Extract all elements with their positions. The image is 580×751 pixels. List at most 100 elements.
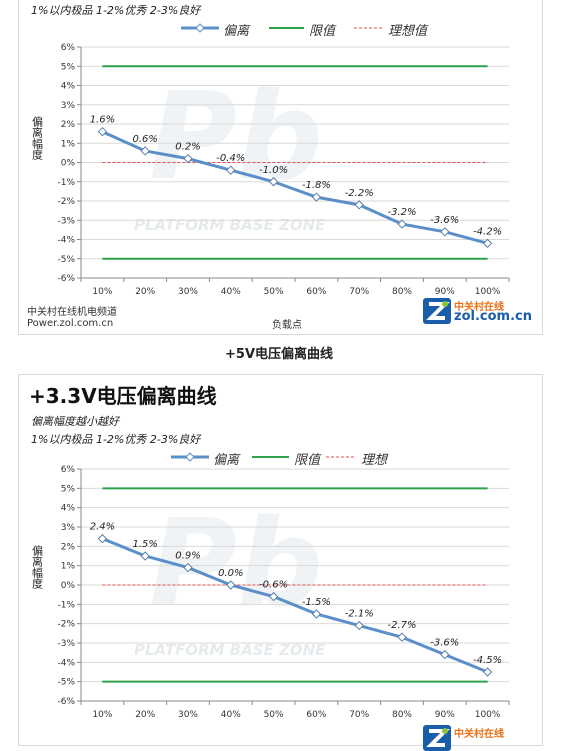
data-label: -3.6% — [430, 215, 459, 226]
data-label: -3.6% — [430, 638, 459, 649]
chart-subtitle-rating: 1%以内极品 1-2%优秀 2-3%良好 — [31, 433, 201, 446]
y-tick-label: 0% — [61, 581, 76, 591]
y-tick-label: -2% — [57, 620, 75, 630]
data-point — [226, 165, 236, 175]
y-tick-label: -3% — [57, 639, 75, 649]
chart-caption: +5V电压偏离曲线 — [225, 347, 333, 362]
data-point — [268, 177, 279, 187]
data-point — [140, 146, 150, 156]
data-label: -2.7% — [387, 620, 416, 631]
y-axis-label: 偏离幅度 — [27, 116, 47, 165]
data-point — [482, 238, 493, 249]
data-label: -0.4% — [216, 153, 245, 164]
chart-subtitle-note: 偏离幅度越小越好 — [31, 415, 119, 428]
series-line — [101, 130, 488, 245]
y-tick-label: -4% — [57, 658, 75, 668]
x-tick-label: 70% — [349, 287, 369, 297]
legend-limit-label: 限值 — [309, 24, 336, 39]
data-label: 0.2% — [175, 142, 200, 153]
x-tick-label: 90% — [435, 710, 455, 720]
data-label: -1.8% — [302, 180, 331, 191]
data-point — [440, 649, 450, 660]
legend-symbols — [171, 452, 356, 462]
data-point — [97, 126, 108, 137]
data-label: 0.6% — [132, 134, 157, 145]
data-point — [226, 580, 236, 590]
y-tick-label: 2% — [61, 542, 76, 552]
x-tick-label: 100% — [475, 287, 501, 297]
data-label: 2.4% — [90, 522, 115, 533]
y-tick-label: -4% — [57, 236, 75, 246]
plot-area: 6% 5% 4% 3% 2% 1% 0% -1% -2% -3% -4% -5% -6% 10% 20% 30… — [57, 465, 510, 720]
zol-logo-en: zol.com.cn — [454, 309, 532, 324]
source-url: Power.zol.com.cn — [27, 318, 114, 329]
x-tick-label: 80% — [392, 287, 412, 297]
data-point — [268, 591, 279, 602]
y-tick-label: -2% — [57, 197, 75, 207]
data-point — [482, 667, 493, 677]
legend-limit-label: 限值 — [294, 453, 321, 468]
chart-subtitle-rating: 1%以内极品 1-2%优秀 2-3%良好 — [31, 4, 201, 17]
x-tick-label: 100% — [475, 710, 501, 720]
zol-logo-cn: 中关村在线 — [454, 302, 504, 313]
data-label: -0.6% — [259, 580, 288, 591]
legend-deviation-label: 偏离 — [213, 453, 240, 468]
y-tick-label: 5% — [61, 484, 76, 494]
x-tick-label: 20% — [135, 287, 155, 297]
data-label: -1.5% — [302, 597, 331, 608]
x-axis-label: 负载点 — [272, 320, 302, 331]
y-tick-label: 1% — [61, 139, 76, 149]
data-point — [311, 609, 322, 619]
y-tick-label: 3% — [61, 101, 76, 111]
data-label: -4.2% — [473, 226, 502, 237]
data-point — [140, 551, 150, 561]
data-point — [440, 227, 450, 237]
y-tick-label: 5% — [61, 62, 76, 72]
y-tick-label: 6% — [61, 465, 76, 475]
x-tick-label: 10% — [92, 287, 112, 297]
y-tick-label: -1% — [57, 178, 75, 188]
y-tick-label: -1% — [57, 600, 75, 610]
y-axis-label-text: 偏离幅度 — [30, 545, 44, 589]
y-tick-label: -6% — [57, 274, 75, 284]
y-tick-label: 4% — [61, 504, 76, 514]
x-tick-label: 40% — [221, 710, 241, 720]
zol-logo: 中关村在线 — [423, 725, 541, 751]
watermark-text: PLATFORM BASE ZONE — [134, 641, 326, 659]
data-point — [354, 620, 364, 631]
zol-logo-icon — [423, 725, 451, 751]
data-label: -4.5% — [473, 655, 502, 666]
data-point — [183, 153, 193, 164]
legend-symbols — [181, 23, 384, 33]
data-label: 1.5% — [132, 539, 157, 550]
legend-ideal-label: 理想 — [361, 453, 388, 468]
x-tick-label: 60% — [306, 710, 326, 720]
data-point — [354, 200, 364, 210]
legend-deviation-label: 偏离 — [223, 24, 250, 39]
x-tick-label: 10% — [92, 710, 112, 720]
chart-legend: 偏离 限值 理想 — [19, 448, 542, 468]
y-axis-label: 偏离幅度 — [27, 545, 47, 594]
data-label: -1.0% — [259, 165, 288, 176]
y-tick-label: -5% — [57, 255, 75, 265]
data-label: 0.0% — [218, 568, 243, 579]
y-tick-label: -3% — [57, 216, 75, 226]
y-tick-label: 0% — [61, 159, 76, 169]
y-tick-label: 3% — [61, 523, 76, 533]
data-label: -3.2% — [387, 207, 416, 218]
data-point — [183, 562, 193, 573]
y-tick-label: -6% — [57, 697, 75, 707]
x-tick-label: 30% — [178, 710, 198, 720]
zol-logo-icon — [423, 298, 451, 324]
y-tick-label: -5% — [57, 678, 75, 688]
data-point — [397, 219, 407, 229]
y-tick-label: 2% — [61, 120, 76, 130]
legend-deviation-marker — [195, 23, 205, 33]
chart-panel-5v: 1%以内极品 1-2%优秀 2-3%良好 偏离 限值 理想值 Pb PLATFO… — [18, 0, 543, 335]
source-channel: 中关村在线机电频道 — [27, 307, 117, 318]
data-label: 1.6% — [90, 115, 115, 126]
x-tick-label: 80% — [392, 710, 412, 720]
x-tick-label: 70% — [349, 710, 369, 720]
data-label: 0.9% — [175, 551, 200, 562]
x-tick-label: 50% — [264, 710, 284, 720]
